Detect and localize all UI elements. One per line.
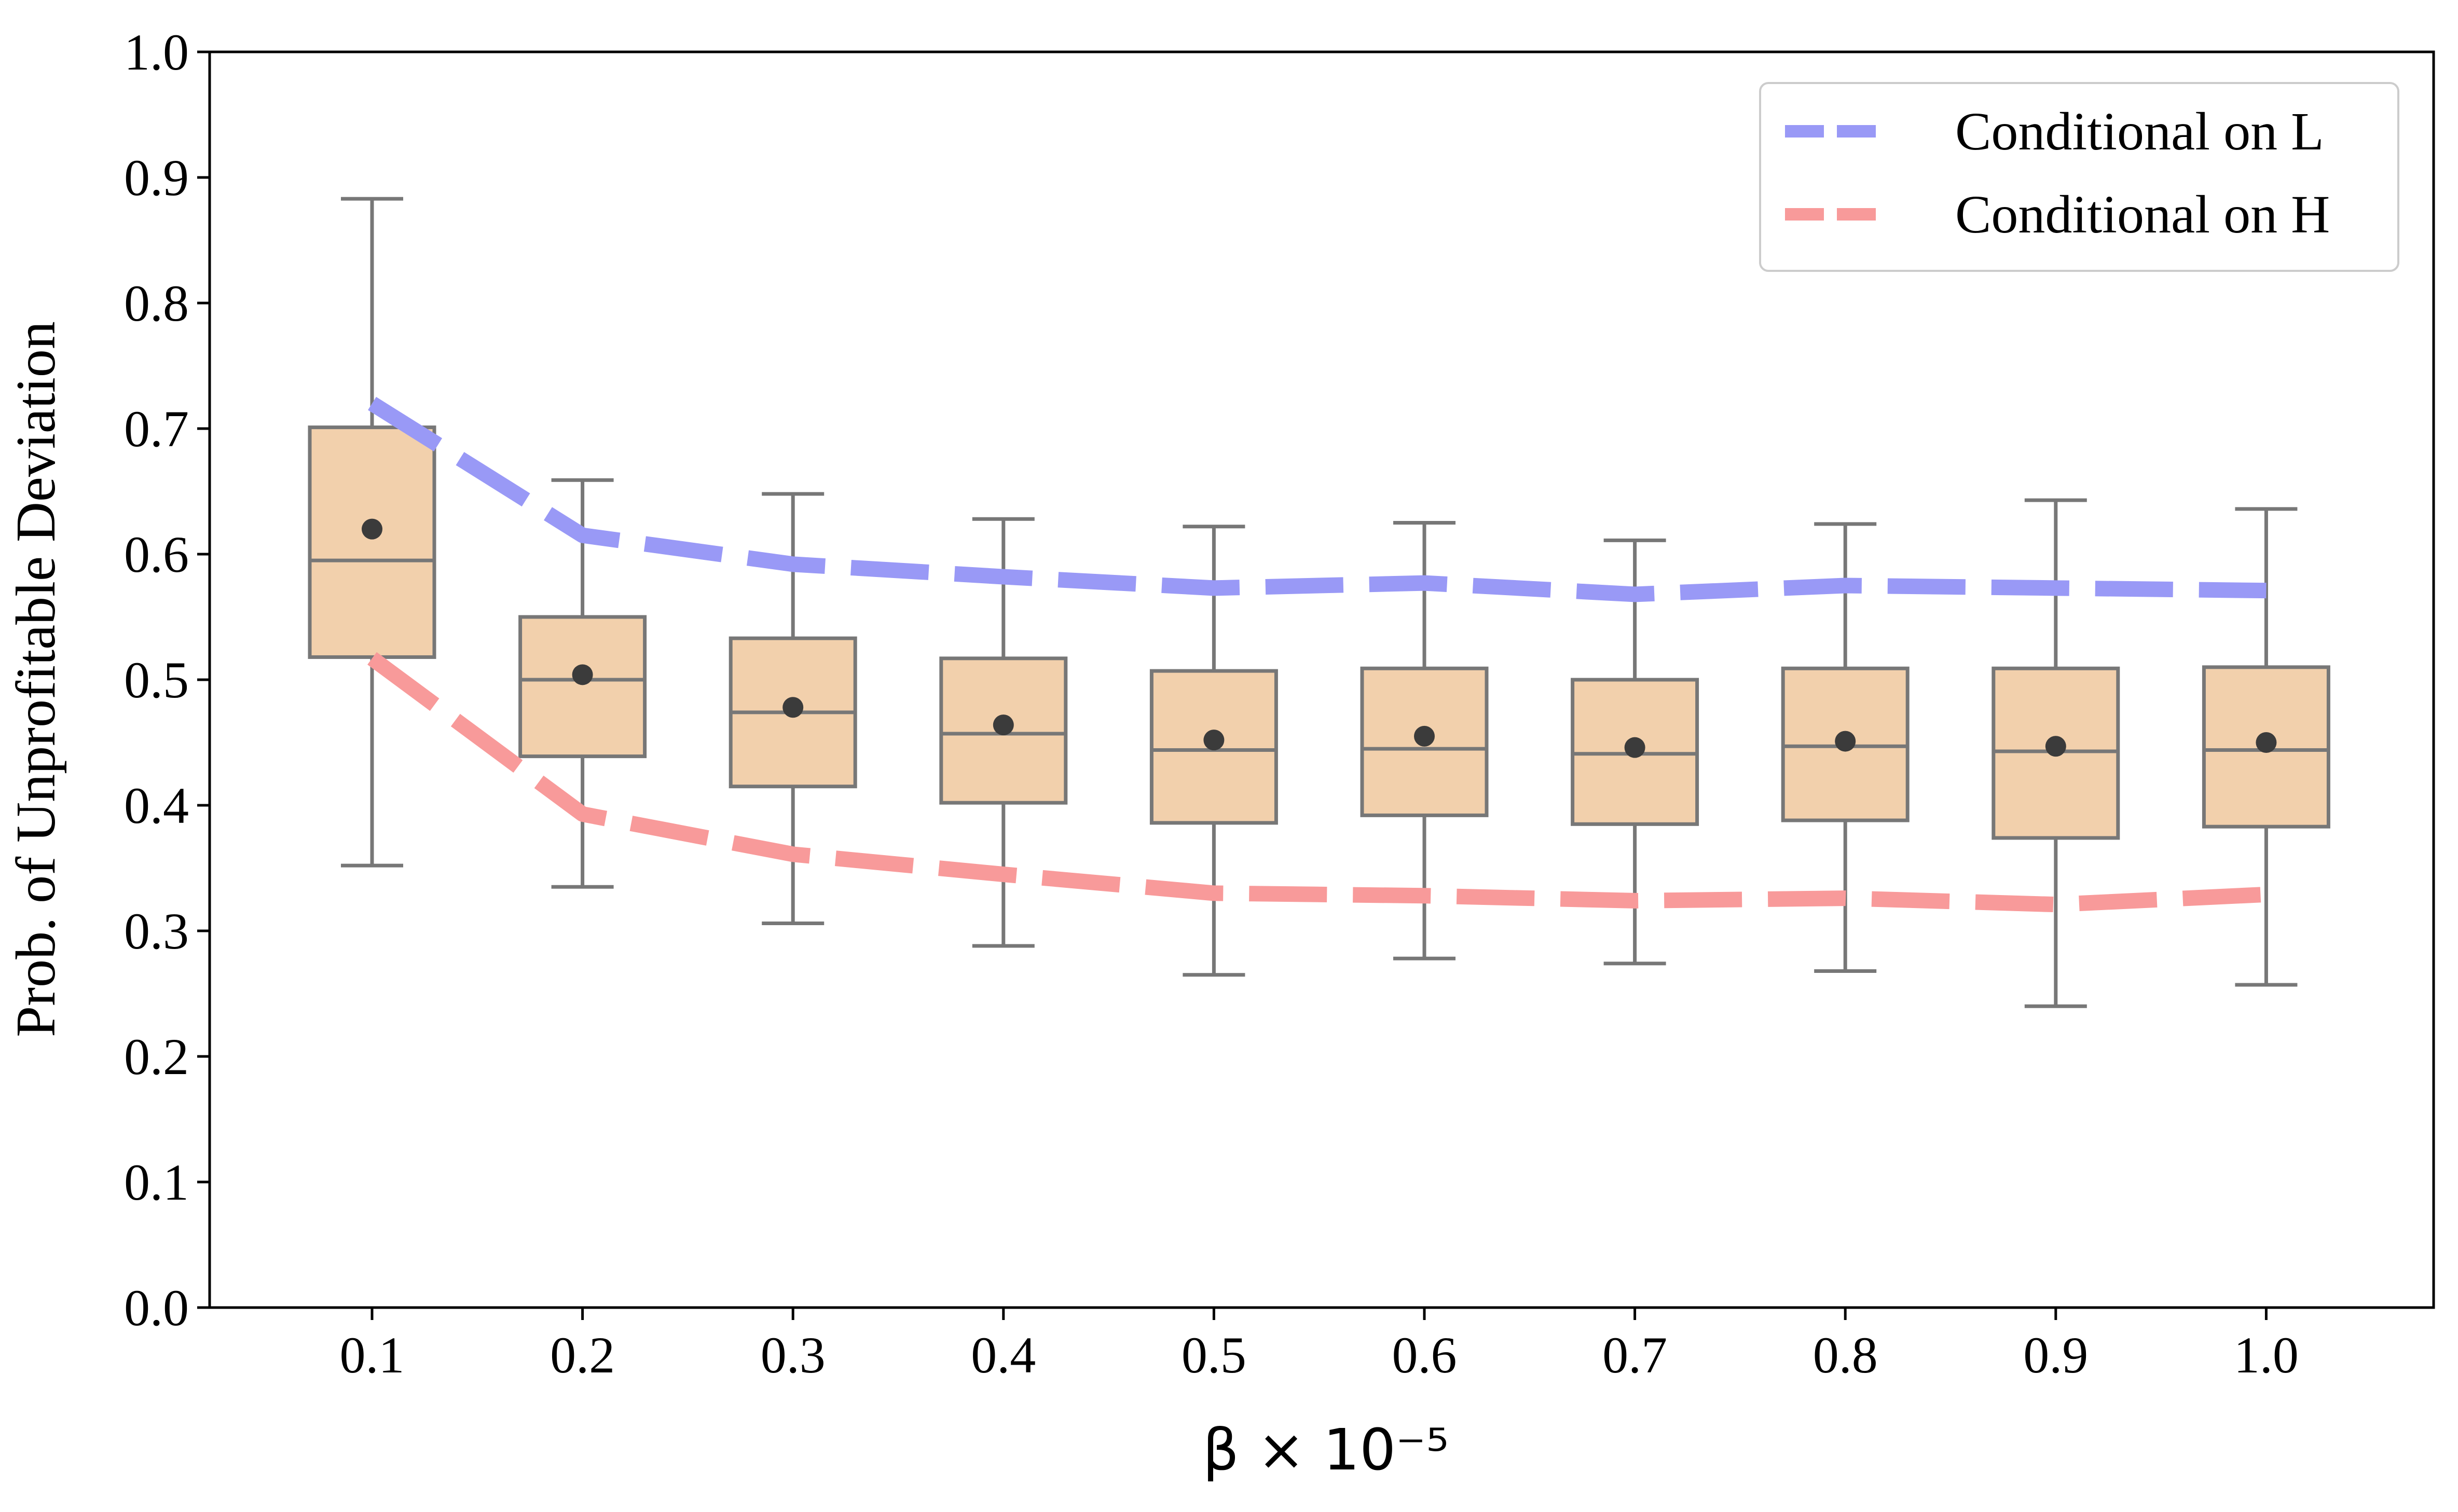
y-tick-label: 0.2 <box>124 1028 189 1085</box>
mean-marker <box>1624 737 1645 758</box>
x-tick-label: 0.4 <box>971 1326 1036 1384</box>
y-axis: 0.0 0.1 0.2 0.3 0.4 0.5 0.6 0.7 0.8 0.9 1.0 <box>124 23 210 1337</box>
x-tick-label: 0.1 <box>340 1326 405 1384</box>
box-0.9 <box>1992 498 2120 1008</box>
x-axis: 0.1 0.2 0.3 0.4 0.5 0.6 0.7 0.8 0.9 1.0 <box>340 1308 2299 1384</box>
legend-label-conditional-on-l: Conditional on L <box>1955 102 2324 161</box>
x-tick-label: 0.3 <box>761 1326 826 1384</box>
legend-label-conditional-on-h: Conditional on H <box>1955 185 2330 244</box>
y-tick-label: 0.4 <box>124 777 189 834</box>
y-tick-label: 0.9 <box>124 149 189 207</box>
mean-marker <box>2256 732 2277 753</box>
box-0.5 <box>1149 525 1278 977</box>
box-iqr <box>308 425 436 659</box>
x-axis-label: β × 10⁻⁵ <box>1203 1417 1449 1483</box>
x-tick-label: 0.9 <box>2023 1326 2088 1384</box>
mean-marker <box>2045 736 2066 757</box>
legend-box <box>1759 82 2399 272</box>
box-1.0 <box>2202 507 2330 987</box>
boxes-layer <box>308 197 2330 1008</box>
x-tick-label: 0.8 <box>1813 1326 1878 1384</box>
legend: Conditional on L Conditional on H <box>1759 82 2399 272</box>
y-tick-label: 0.5 <box>124 651 189 709</box>
y-tick-label: 0.0 <box>124 1279 189 1337</box>
x-tick-label: 0.6 <box>1392 1326 1457 1384</box>
mean-marker <box>782 697 804 718</box>
y-tick-label: 0.7 <box>124 400 189 458</box>
y-tick-label: 0.8 <box>124 274 189 332</box>
mean-marker <box>1835 731 1856 752</box>
mean-marker <box>993 714 1014 736</box>
x-tick-label: 0.5 <box>1182 1326 1246 1384</box>
box-0.3 <box>729 492 857 925</box>
mean-marker <box>1414 725 1435 747</box>
series-line-conditional-on-h <box>367 652 2267 913</box>
box-0.2 <box>518 478 647 889</box>
y-tick-label: 0.6 <box>124 526 189 583</box>
box-0.4 <box>939 517 1068 948</box>
x-tick-label: 1.0 <box>2234 1326 2299 1384</box>
x-tick-label: 0.7 <box>1602 1326 1667 1384</box>
box-0.6 <box>1360 521 1489 960</box>
mean-marker <box>362 518 382 540</box>
y-tick-label: 0.3 <box>124 902 189 960</box>
box-0.8 <box>1781 522 1910 973</box>
box-0.1 <box>308 197 436 868</box>
mean-marker <box>572 664 593 685</box>
box-iqr <box>518 615 647 759</box>
x-tick-label: 0.2 <box>550 1326 615 1384</box>
mean-marker <box>1203 730 1225 751</box>
box-iqr <box>1781 666 1910 822</box>
box-0.7 <box>1571 538 1699 966</box>
series-line-conditional-on-l <box>368 396 2267 602</box>
y-axis-label: Prob. of Unprofitable Deviation <box>5 321 67 1037</box>
series-lines-layer <box>367 396 2267 913</box>
y-tick-label: 1.0 <box>124 23 189 81</box>
y-tick-label: 0.1 <box>124 1153 189 1211</box>
